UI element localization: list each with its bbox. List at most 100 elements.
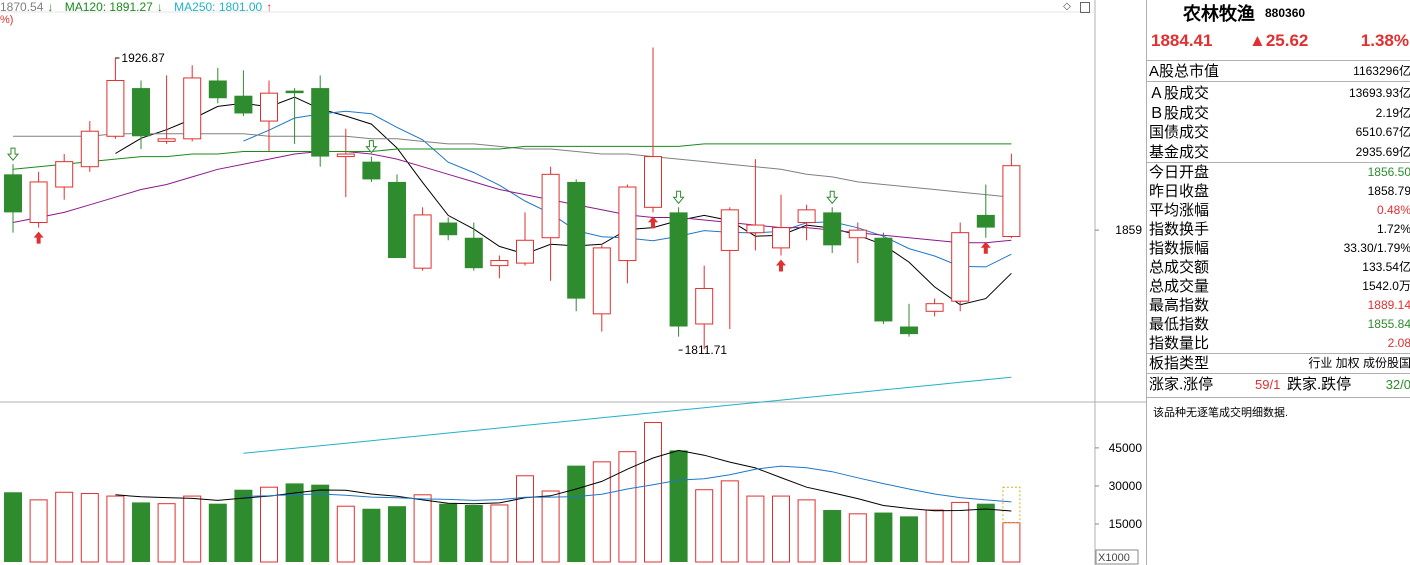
index-name: 农林牧渔 (1183, 4, 1255, 24)
quote-panel: 农林牧渔 880360 1884.41 ▲25.62 1.38% A股总市值 1… (1146, 0, 1410, 565)
index-code: 880360 (1265, 6, 1306, 20)
arrow-up-icon (33, 231, 44, 244)
annotation-label: 1811.71 (685, 343, 728, 357)
ma-legend-first-value: 1870.54 (0, 0, 44, 14)
divider (1147, 353, 1410, 354)
candle (976, 184, 995, 238)
candle (311, 75, 330, 167)
candle (464, 222, 483, 271)
volume-bar (234, 489, 253, 562)
down-count-label: 跌家.跌停 (1287, 376, 1352, 393)
volume-bar (823, 510, 842, 562)
detail-row: 指数换手 1.72% (1149, 220, 1410, 239)
candle (183, 65, 202, 142)
detail-row-value: 1.72% (1376, 222, 1410, 236)
arrow-down-icon (6, 147, 20, 161)
detail-row-value: 1856.50 (1367, 165, 1410, 179)
volume-bar (55, 491, 74, 563)
candle-body (4, 174, 22, 213)
volume-bar (516, 475, 534, 563)
detail-row-label: 指数量比 (1149, 335, 1210, 352)
candle-body (567, 181, 586, 299)
volume-bar (208, 503, 227, 562)
candle (55, 154, 74, 200)
volume-bar (1002, 522, 1021, 563)
candle-body (132, 88, 150, 137)
ma-line-ma60 (13, 133, 1012, 198)
candle-body (362, 161, 381, 180)
candle-body (848, 229, 867, 239)
candle-body (746, 224, 765, 234)
volume-bar (592, 461, 611, 563)
ma-line-ma20 (12, 151, 1012, 244)
candle-body (823, 212, 842, 246)
kline-chart[interactable]: 1926.87 1811.71 1859 15000 30000 45000 X1000 (0, 0, 1146, 565)
candle-body (874, 237, 893, 322)
arrow-down-icon (826, 190, 839, 205)
detail-row: 指数量比 2.08 (1149, 334, 1410, 353)
detail-row: 总成交量 1542.0万 (1149, 277, 1410, 296)
volume-bar (720, 480, 739, 563)
ma120-legend-value: MA120: 1891.27 (64, 0, 153, 14)
candle (362, 156, 381, 182)
ma250-legend: MA250: 1801.00 ↑ (174, 0, 276, 14)
candle (720, 207, 739, 330)
volume-bar (695, 489, 714, 563)
window-icon[interactable] (1080, 2, 1090, 13)
stat-row-value: 2935.69亿 (1355, 144, 1410, 159)
diamond-icon[interactable]: ◇ (1063, 1, 1071, 12)
candle-body (464, 237, 483, 269)
breadth-row: 涨家.涨停 59/1 跌家.跌停 32/0 (1149, 375, 1410, 394)
volume-tick-label: 45000 (1109, 441, 1143, 455)
candle-body (29, 181, 48, 224)
volume-bar (285, 483, 304, 562)
candle (746, 159, 765, 251)
volume-bar (797, 499, 816, 563)
detail-row-label: 最低指数 (1149, 316, 1210, 333)
candle (1002, 153, 1021, 239)
candle (772, 194, 790, 256)
candle (695, 265, 714, 350)
volume-bar (260, 486, 278, 563)
chart-area[interactable]: 1926.87 1811.71 1859 15000 30000 45000 X1000 … (0, 0, 1146, 565)
candle (208, 67, 227, 104)
candle-body (772, 227, 790, 249)
volume-bar (925, 509, 944, 563)
candle (951, 222, 970, 312)
volume-bar (336, 505, 355, 563)
tick-detail-note: 该品种无逐笔成交明细数据. (1153, 407, 1289, 419)
sector-type-label: 板指类型 (1149, 355, 1210, 372)
detail-row-value: 0.48% (1376, 203, 1410, 217)
candle (797, 204, 816, 241)
volume-bar (413, 494, 432, 563)
ma-line-ma250 (243, 376, 1012, 454)
arrow-down-icon: ↓ (156, 0, 163, 14)
detail-row-label: 总成交额 (1149, 259, 1210, 276)
candle-body (592, 247, 611, 315)
candle (541, 166, 560, 281)
down-count-value: 32/0 (1385, 377, 1410, 392)
volume-bar (644, 422, 662, 563)
candle (285, 88, 304, 144)
price-annotation: 1926.87 (115, 51, 165, 65)
detail-row: 今日开盘 1856.50 (1149, 163, 1410, 182)
detail-row-label: 指数换手 (1149, 221, 1210, 238)
volume-ma-line (115, 449, 1012, 512)
candle-body (311, 88, 330, 157)
stat-row: 国债成交 6510.67亿 (1149, 123, 1410, 142)
candle (132, 80, 150, 149)
volume-bar (848, 513, 867, 563)
volume-bar (439, 503, 458, 562)
candle (234, 70, 253, 116)
candle-body (695, 287, 714, 325)
detail-row-value: 133.54亿 (1362, 260, 1410, 274)
arrow-down-icon (672, 190, 685, 205)
divider (1147, 81, 1410, 82)
volume-bar (874, 512, 893, 562)
volume-bar (157, 503, 176, 563)
volume-bar (490, 504, 509, 563)
annotation-label: 1926.87 (121, 51, 165, 65)
stat-row-value: 13693.93亿 (1348, 86, 1410, 100)
sector-type-value[interactable]: 行业 加权 成份股国 (1308, 356, 1410, 370)
detail-row: 总成交额 133.54亿 (1149, 258, 1410, 277)
